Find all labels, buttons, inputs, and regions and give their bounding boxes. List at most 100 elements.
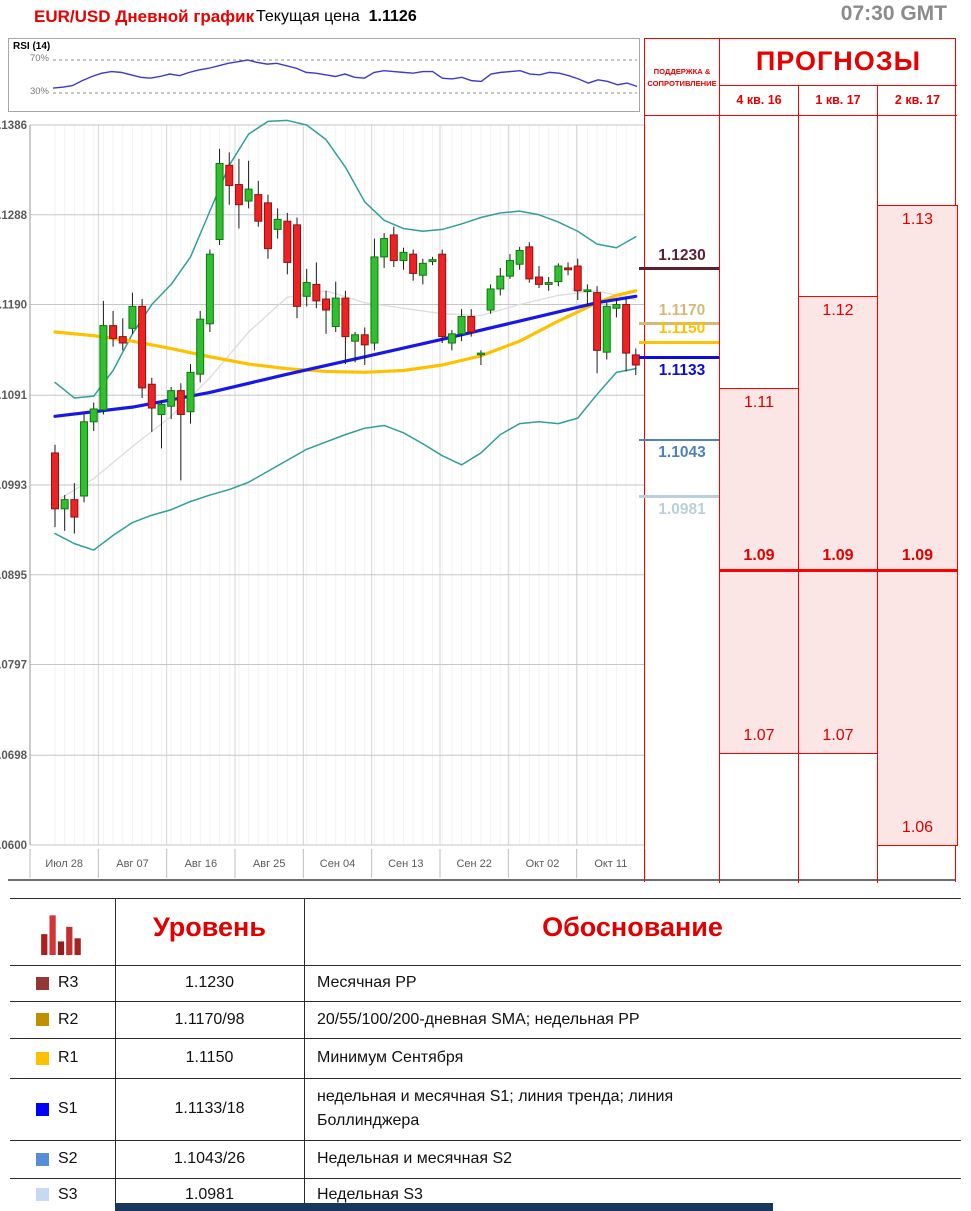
level-column-header: Уровень (153, 912, 266, 942)
level-value: 1.1230 (185, 974, 234, 991)
level-reason: Недельная S3 (317, 1178, 957, 1211)
level-swatch-r1 (36, 1051, 49, 1065)
support-resistance-header-line2: СОПРОТИВЛЕНИЕ (647, 78, 717, 88)
level-reason-line: Недельная S3 (317, 1185, 423, 1203)
bollinger-lower-line (54, 367, 637, 551)
candle-up (370, 256, 379, 344)
sma20-line (54, 290, 637, 503)
forecast-quarter-header: 1 кв. 17 (798, 86, 877, 116)
candle-down (254, 194, 263, 222)
candle-down (147, 383, 156, 409)
candle-up (515, 249, 524, 265)
candle-down (341, 297, 350, 338)
support-resistance-header: ПОДДЕРЖКА & СОПРОТИВЛЕНИЕ (645, 39, 719, 116)
candle-up (128, 305, 137, 329)
footer-bar (115, 1203, 773, 1211)
level-value: 1.1170/98 (174, 1010, 245, 1028)
forecast-panel: ПОДДЕРЖКА & СОПРОТИВЛЕНИЕ ПРОГНОЗЫ 4 кв.… (639, 38, 958, 883)
level-reason-line: 20/55/100/200-дневная SMA; недельная PP (317, 1010, 640, 1028)
y-axis-tick: 1.0993 (0, 480, 27, 492)
candle-up (447, 333, 456, 344)
y-axis-tick: 1.1288 (0, 210, 28, 222)
forecast-mid-label: 1.09 (743, 547, 775, 565)
candle-down (438, 253, 447, 338)
level-tag: R2 (58, 1010, 79, 1028)
level-value: 1.0981 (185, 1185, 234, 1203)
candle-up (273, 218, 282, 230)
level-swatch-s2 (36, 1152, 49, 1166)
sr-line-r1 (639, 340, 719, 344)
candle-up (496, 275, 505, 290)
candle-up (418, 262, 427, 276)
candle-down (51, 452, 59, 510)
forecast-mid-label: 1.09 (822, 547, 854, 565)
candle-down (176, 390, 185, 415)
level-swatch-s1 (36, 1102, 49, 1116)
candle-down (593, 292, 602, 351)
candle-up (302, 282, 311, 297)
sr-line-r2 (639, 322, 719, 326)
x-axis-tick: Июл 28 (45, 858, 83, 870)
candle-up (244, 188, 253, 202)
sr-line-s2 (639, 439, 719, 442)
candle-up (583, 289, 592, 292)
x-axis-tick: Окт 02 (526, 858, 560, 870)
y-axis-tick: 1.0698 (0, 750, 28, 762)
table-row-divider (10, 898, 961, 899)
candle-up (476, 352, 485, 356)
candle-up (351, 334, 360, 342)
candle-up (544, 282, 553, 285)
candle-up (186, 371, 195, 413)
candle-up (612, 304, 621, 309)
table-row-divider (10, 1140, 961, 1141)
x-axis-tick: Сен 22 (456, 858, 491, 870)
candle-up (602, 305, 611, 353)
sr-label-s1: 1.1133 (658, 361, 706, 379)
table-row-divider (10, 1001, 961, 1002)
candle-down (622, 304, 631, 354)
table-row-divider (10, 1078, 961, 1079)
candle-down (225, 164, 234, 186)
levels-table: Уровень Обоснование R3 1.1230 Месячная PP R… (10, 898, 961, 1211)
candle-up (428, 259, 437, 262)
level-swatch-r3 (36, 976, 49, 990)
candle-up (205, 253, 214, 325)
x-axis-tick: Авг 25 (253, 858, 285, 870)
candle-up (215, 162, 224, 241)
support-resistance-header-line1: ПОДДЕРЖКА & (653, 66, 711, 76)
sr-label-r2: 1.1170 (658, 301, 706, 319)
candle-down (322, 298, 331, 311)
sr-label-s2: 1.1043 (658, 444, 706, 462)
y-axis-tick: 1.1091 (0, 390, 28, 402)
forecast-quarter-header: 4 кв. 16 (719, 86, 798, 116)
level-reason-line: Недельная и месячная S2 (317, 1150, 513, 1167)
candle-down (467, 315, 476, 333)
level-reason: Минимум Сентября (317, 1038, 957, 1078)
forecast-title: ПРОГНОЗЫ (719, 39, 957, 86)
candle-down (564, 267, 573, 271)
level-reason: недельная и месячная S1; линия тренда; л… (317, 1078, 957, 1140)
candle-down (283, 220, 292, 263)
level-tag: S3 (58, 1185, 78, 1203)
x-axis-tick: Авг 07 (116, 858, 148, 870)
level-reason: Недельная и месячная S2 (317, 1140, 957, 1178)
candle-down (573, 265, 582, 292)
candle-up (399, 251, 408, 262)
level-tag: R1 (58, 1049, 79, 1066)
level-reason-line: Минимум Сентября (317, 1049, 464, 1066)
rsi-label: RSI (14) (13, 41, 51, 52)
table-column-divider (304, 898, 305, 1211)
candle-down (293, 224, 301, 307)
current-price: Текущая цена 1.1126 (256, 8, 417, 26)
level-value: 1.1133/18 (174, 1100, 245, 1117)
sr-line-s1 (639, 356, 719, 360)
y-axis-tick: 1.0600 (0, 840, 27, 852)
candle-down (109, 325, 118, 339)
current-price-label: Текущая цена (256, 8, 360, 25)
rsi-chart (52, 59, 638, 94)
forecast-bottom-label: 1.06 (901, 819, 934, 836)
orange-ma-line (53, 289, 638, 374)
level-reason: 20/55/100/200-дневная SMA; недельная PP (317, 1001, 957, 1038)
forecast-quarter-header: 2 кв. 17 (877, 86, 957, 116)
